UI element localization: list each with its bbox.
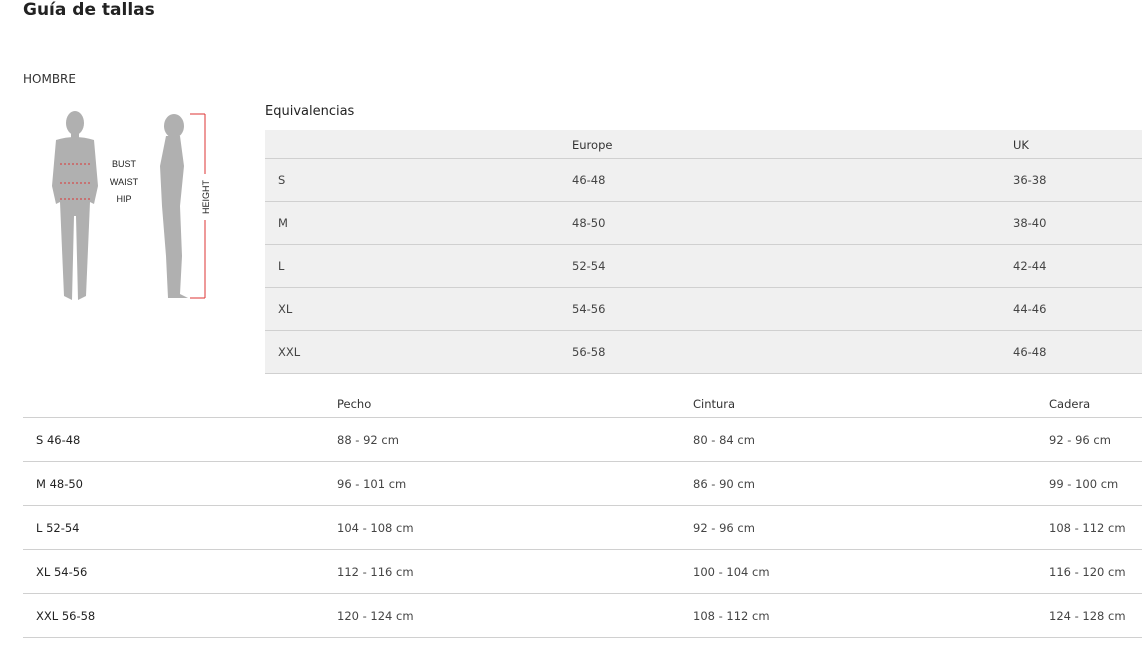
table-row: M 48-50 38-40 <box>265 201 1142 245</box>
table-row: M 48-50 96 - 101 cm 86 - 90 cm 99 - 100 cm <box>23 461 1142 506</box>
waist-label: WAIST <box>110 177 139 187</box>
header-pecho: Pecho <box>337 390 693 418</box>
header-uk: UK <box>1013 130 1142 159</box>
side-body-icon <box>160 114 188 298</box>
table-row: XXL 56-58 120 - 124 cm 108 - 112 cm 124 - 1… <box>23 593 1142 638</box>
header-cell <box>265 130 572 159</box>
table-header-row: Europe UK <box>265 130 1142 159</box>
measurements-table: Pecho Cintura Cadera S 46-48 88 - 92 cm 80… <box>23 390 1142 638</box>
page-title: Guía de tallas <box>23 0 155 20</box>
equivalences-title: Equivalencias <box>265 104 355 119</box>
header-cintura: Cintura <box>693 390 1049 418</box>
equivalences-table: Europe UK S 46-48 36-38 M 48-50 38-40 L 52-54… <box>265 130 1142 374</box>
header-europe: Europe <box>572 130 1013 159</box>
table-row: L 52-54 104 - 108 cm 92 - 96 cm 108 - 112 c… <box>23 505 1142 550</box>
height-label: HEIGHT <box>201 180 211 215</box>
table-header-row: Pecho Cintura Cadera <box>23 390 1142 418</box>
table-row: XL 54-56 112 - 116 cm 100 - 104 cm 116 - 12… <box>23 549 1142 594</box>
table-row: S 46-48 88 - 92 cm 80 - 84 cm 92 - 96 cm <box>23 417 1142 462</box>
table-row: L 52-54 42-44 <box>265 244 1142 288</box>
body-measurement-figure: BUST WAIST HIP HEIGHT <box>52 111 211 300</box>
table-row: XL 54-56 44-46 <box>265 287 1142 331</box>
table-row: XXL 56-58 46-48 <box>265 330 1142 374</box>
header-cadera: Cadera <box>1049 390 1142 418</box>
section-label: HOMBRE <box>23 72 76 86</box>
bust-label: BUST <box>112 159 137 169</box>
hip-label: HIP <box>116 194 131 204</box>
table-row: S 46-48 36-38 <box>265 158 1142 202</box>
front-body-icon <box>52 111 98 300</box>
